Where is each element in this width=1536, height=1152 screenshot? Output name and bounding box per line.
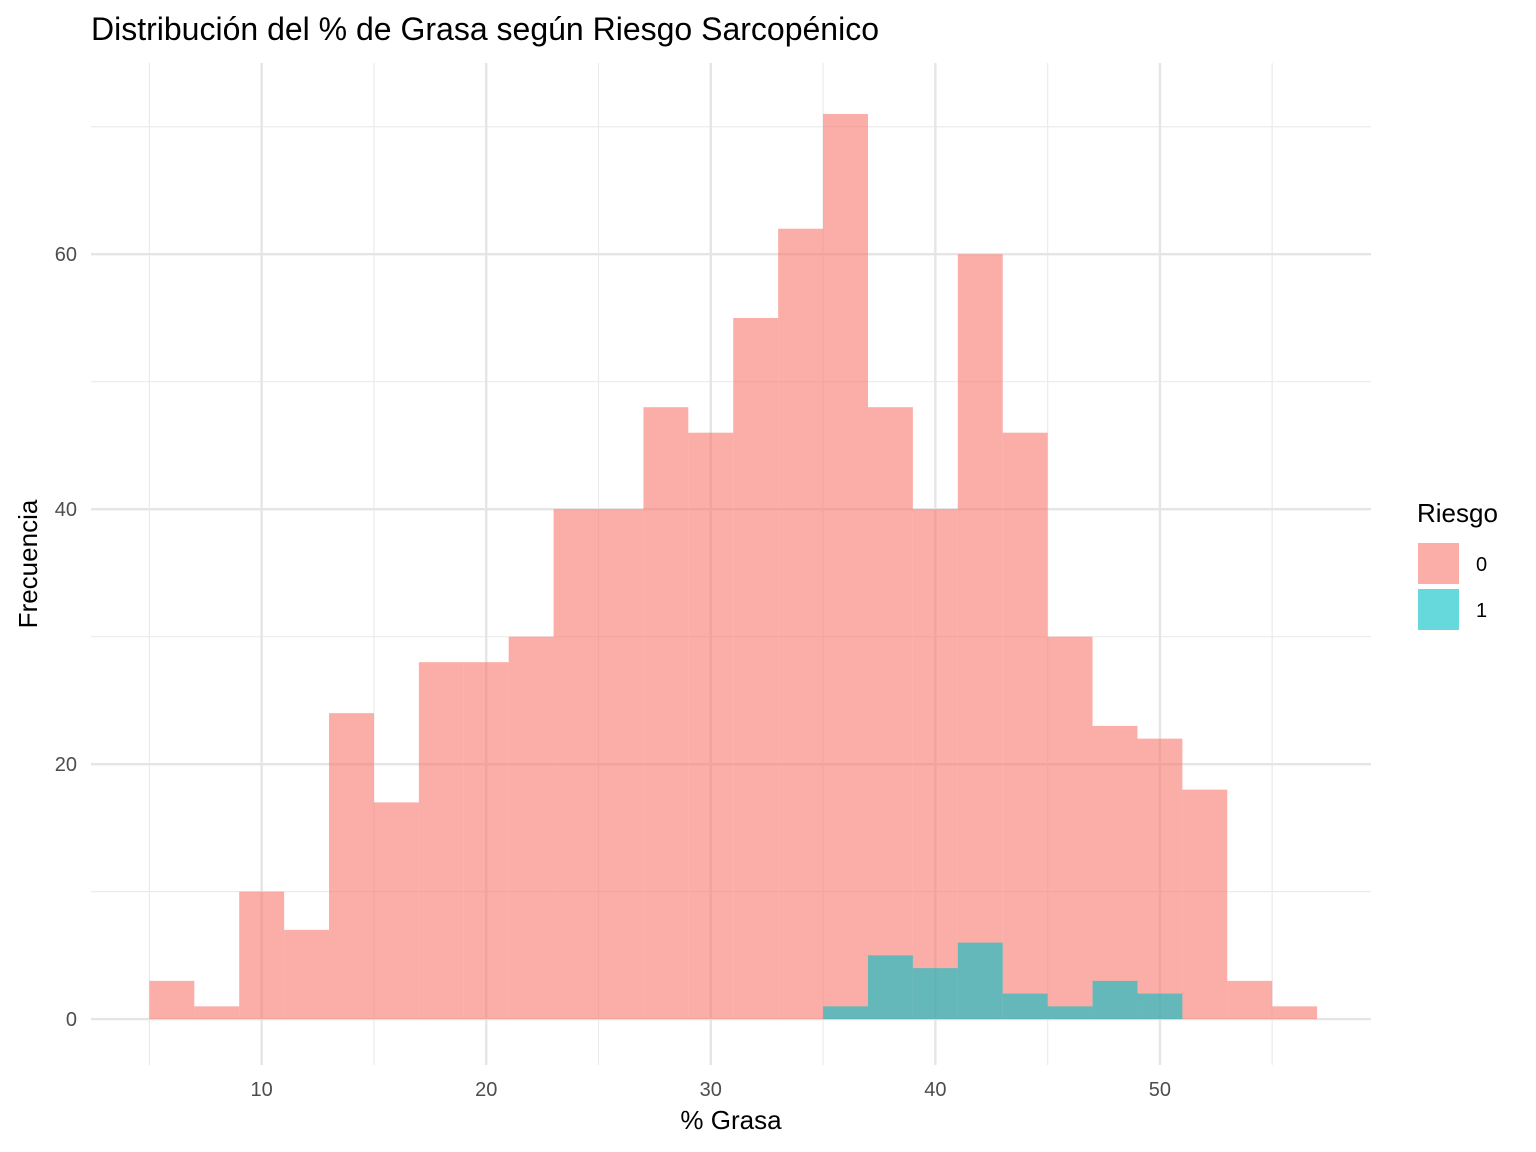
- histogram-bar-riesgo-1: [867, 955, 913, 1020]
- histogram-bar-riesgo-0: [1182, 789, 1228, 1020]
- histogram-bar-riesgo-1: [1002, 993, 1048, 1020]
- histogram-bar-riesgo-1: [823, 1006, 868, 1020]
- histogram-bar-riesgo-0: [149, 980, 195, 1020]
- y-axis-title: Frecuencia: [13, 499, 43, 628]
- histogram-bar-riesgo-0: [1002, 432, 1048, 1020]
- legend-label: 0: [1476, 554, 1487, 576]
- histogram-bar-riesgo-0: [778, 228, 824, 1020]
- histogram-bar-riesgo-0: [329, 713, 374, 1020]
- histogram-bar-riesgo-0: [867, 407, 913, 1020]
- histogram-bar-riesgo-0: [1137, 738, 1183, 1020]
- x-tick-label: 30: [700, 1079, 722, 1101]
- histogram-bar-riesgo-1: [1137, 993, 1183, 1020]
- x-axis-title: % Grasa: [680, 1105, 782, 1135]
- x-tick-label: 40: [924, 1079, 946, 1101]
- histogram-bar-riesgo-0: [912, 509, 958, 1020]
- histogram-bar-riesgo-0: [733, 317, 779, 1020]
- histogram-bar-riesgo-0: [688, 432, 734, 1020]
- axis-layer: 10 20 30 40 50 0 20 40 60: [55, 244, 1171, 1101]
- histogram-bar-riesgo-0: [598, 509, 644, 1020]
- histogram-bar-riesgo-0: [284, 929, 330, 1020]
- y-tick-label: 60: [55, 244, 77, 266]
- histogram-bar-riesgo-0: [553, 509, 599, 1020]
- histogram-bar-riesgo-0: [239, 891, 285, 1020]
- bars-layer: [149, 113, 1318, 1020]
- histogram-bar-riesgo-0: [1272, 1006, 1318, 1020]
- x-tick-label: 50: [1149, 1079, 1171, 1101]
- histogram-bar-riesgo-0: [373, 802, 419, 1020]
- histogram-bar-riesgo-0: [508, 636, 554, 1020]
- y-tick-label: 40: [55, 499, 77, 521]
- x-tick-label: 20: [475, 1079, 497, 1101]
- histogram-bar-riesgo-0: [1047, 636, 1093, 1020]
- legend-label: 1: [1476, 600, 1487, 622]
- x-tick-label: 10: [251, 1079, 273, 1101]
- histogram-bar-riesgo-0: [463, 662, 509, 1020]
- histogram-bar-riesgo-0: [194, 1006, 240, 1020]
- histogram-bar-riesgo-0: [643, 407, 689, 1020]
- histogram-bar-riesgo-0: [823, 113, 868, 1020]
- histogram-bar-riesgo-1: [1047, 1006, 1093, 1020]
- histogram-bar-riesgo-0: [418, 662, 464, 1020]
- y-tick-label: 0: [66, 1009, 77, 1031]
- histogram-bar-riesgo-0: [1092, 725, 1138, 1020]
- legend-key-swatch: [1418, 589, 1459, 630]
- histogram-bar-riesgo-0: [957, 254, 1003, 1020]
- legend-title: Riesgo: [1417, 498, 1498, 528]
- histogram-bar-riesgo-1: [1092, 980, 1138, 1020]
- legend: Riesgo 0 1: [1417, 498, 1498, 631]
- chart-title: Distribución del % de Grasa según Riesgo…: [91, 11, 879, 47]
- legend-key-swatch: [1418, 543, 1459, 584]
- y-tick-label: 20: [55, 754, 77, 776]
- histogram-bar-riesgo-1: [957, 942, 1003, 1020]
- histogram-bar-riesgo-0: [1227, 980, 1273, 1020]
- histogram-bar-riesgo-1: [912, 968, 958, 1020]
